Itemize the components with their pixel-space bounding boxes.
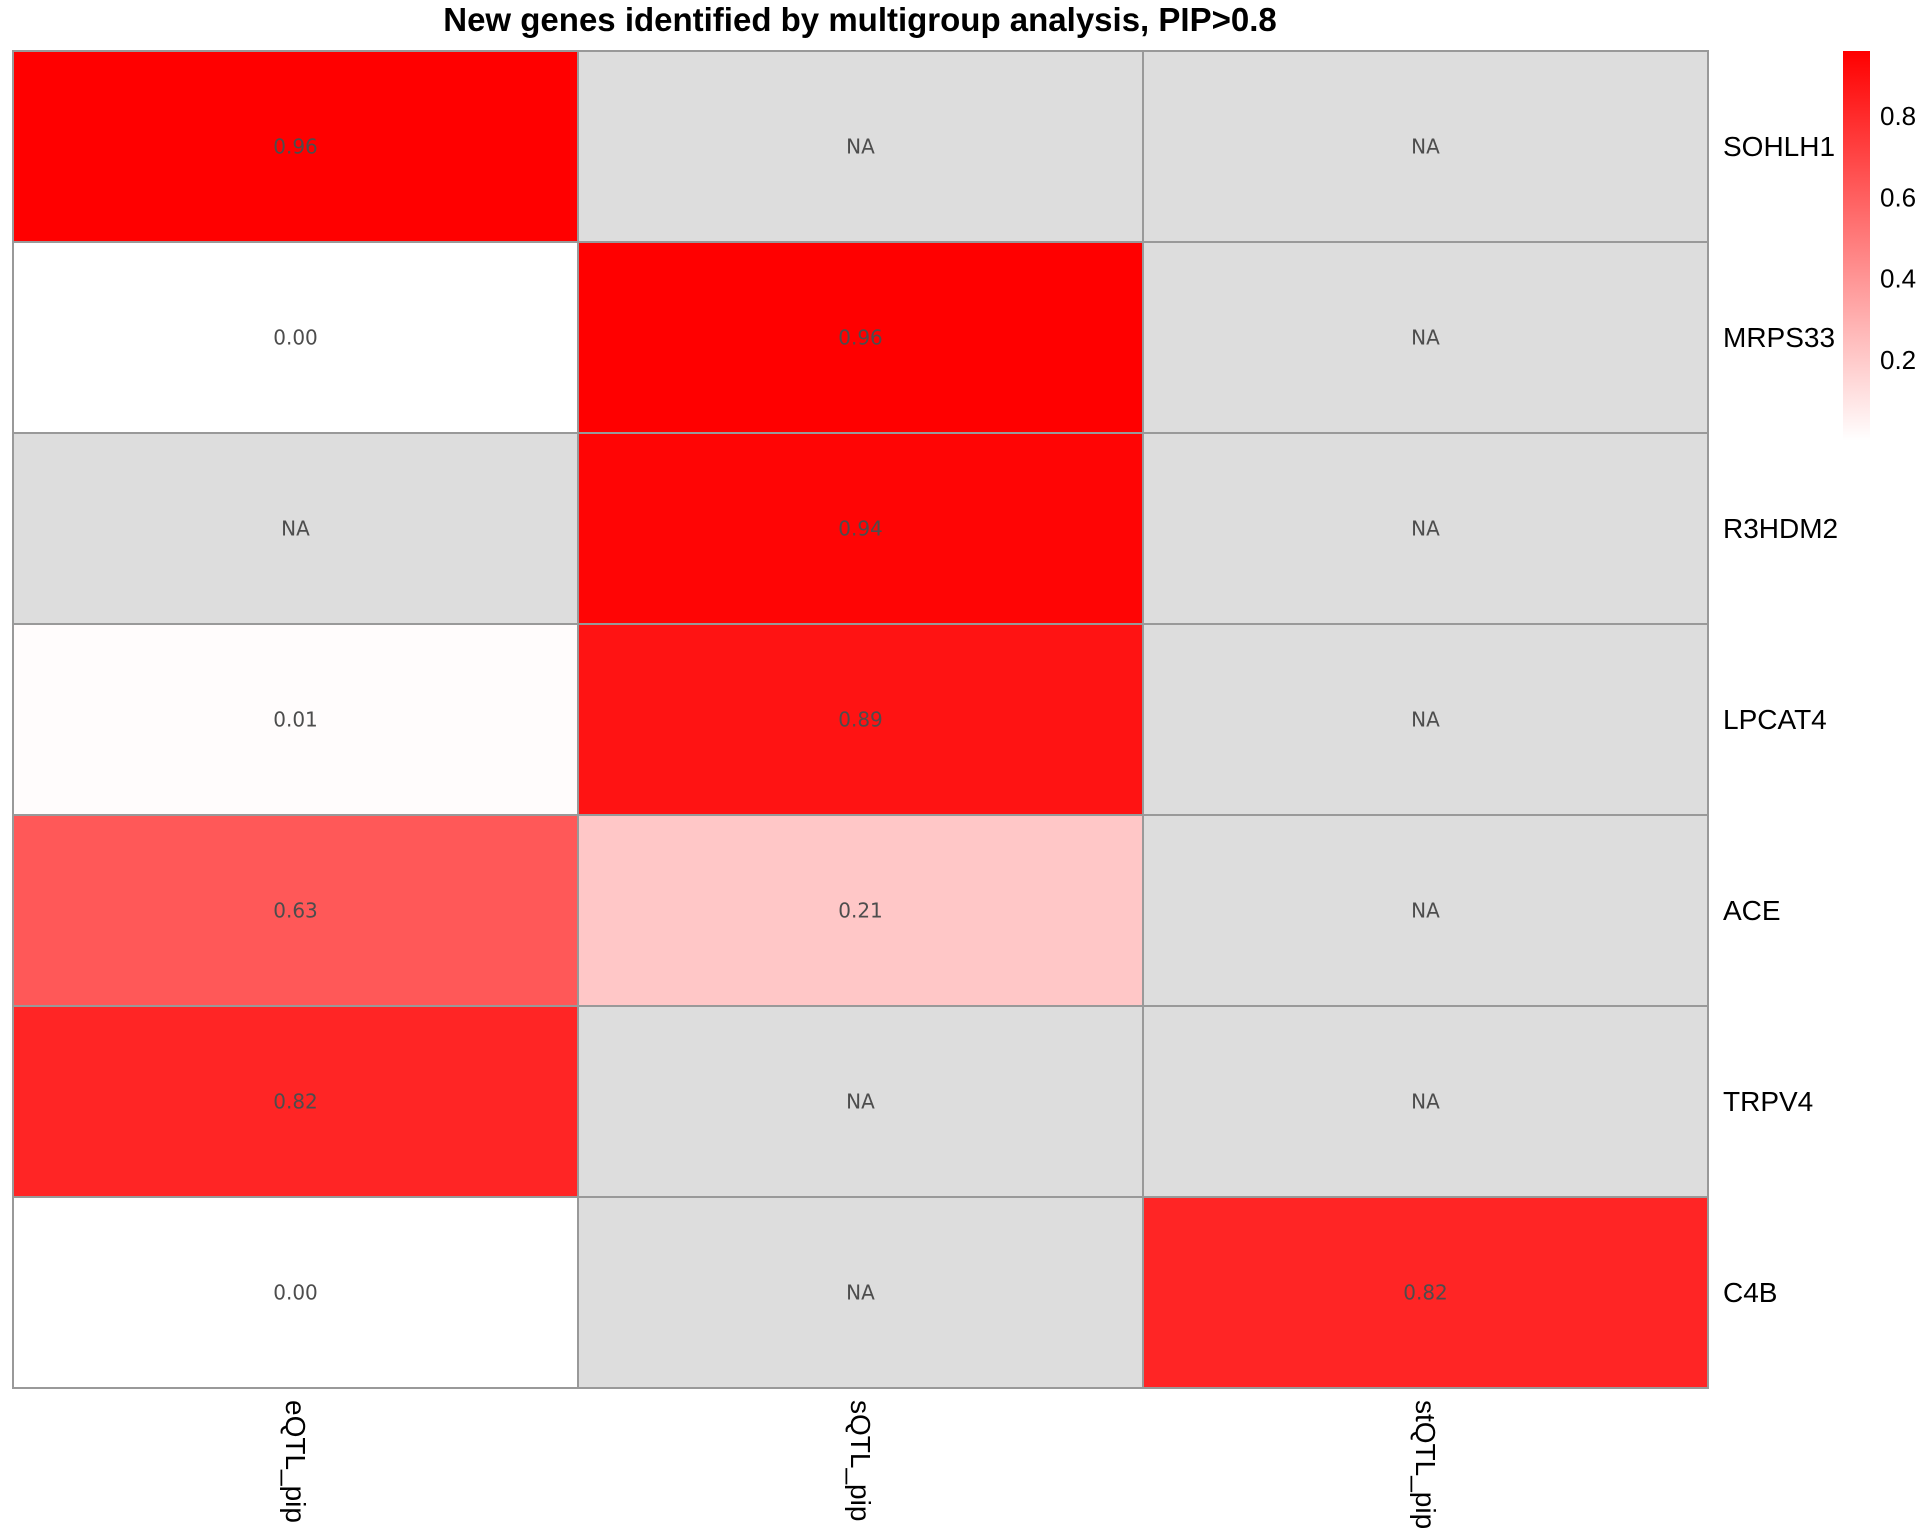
heatmap-cell: [12, 50, 579, 243]
row-label: C4B: [1723, 1277, 1777, 1308]
cell-value-label: NA: [1411, 135, 1440, 159]
cell-value-label: 0.89: [838, 708, 883, 732]
heatmap-cell: [12, 1196, 579, 1389]
cell-value-label: 0.82: [1403, 1281, 1448, 1305]
cell-value-label: NA: [1411, 899, 1440, 923]
cell-value-label: 0.82: [273, 1090, 318, 1114]
row-label: MRPS33: [1723, 322, 1835, 353]
heatmap-cell: [12, 1005, 579, 1198]
heatmap-cell: [1142, 623, 1709, 816]
heatmap-cell: [577, 241, 1144, 434]
cell-value-label: 0.00: [273, 326, 318, 350]
cell-value-label: 0.96: [838, 326, 883, 350]
cell-value-label: 0.94: [838, 517, 883, 541]
cell-value-label: NA: [1411, 326, 1440, 350]
heatmap-cell: [1142, 814, 1709, 1007]
heatmap-cell: [577, 50, 1144, 243]
heatmap-cell: [1142, 50, 1709, 243]
legend-color-bar: [1843, 51, 1870, 441]
cell-value-label: NA: [281, 517, 310, 541]
legend-tick-label: 0.4: [1880, 264, 1916, 294]
heatmap-cell: [577, 432, 1144, 625]
cell-value-label: NA: [846, 135, 875, 159]
column-labels: eQTL_pip sQTL_pip stQTL_pip: [280, 1400, 1441, 1529]
column-label: sQTL_pip: [845, 1400, 876, 1521]
cell-value-label: 0.21: [838, 899, 883, 923]
cell-value-label: NA: [846, 1090, 875, 1114]
row-label: SOHLH1: [1723, 131, 1835, 162]
row-labels: SOHLH1 MRPS33 R3HDM2 LPCAT4 ACE TRPV4 C4B: [1723, 131, 1838, 1308]
legend-ticks: 0.2 0.4 0.6 0.8: [1880, 101, 1916, 375]
heatmap-cell: [577, 1005, 1144, 1198]
row-label: R3HDM2: [1723, 513, 1838, 544]
cell-value-label: 0.00: [273, 1281, 318, 1305]
cell-value-label: NA: [1411, 708, 1440, 732]
row-label: ACE: [1723, 895, 1781, 926]
legend-tick-label: 0.2: [1880, 345, 1916, 375]
cell-value-label: 0.96: [273, 135, 318, 159]
heatmap-cell: [12, 241, 579, 434]
legend-tick-label: 0.8: [1880, 101, 1916, 131]
heatmap-cells: 0.96 NA NA 0.00 0.96 NA NA 0.94 NA 0.01 0.89 NA 0.63…: [12, 50, 1709, 1389]
cell-value-label: 0.63: [273, 899, 318, 923]
cell-value-label: 0.01: [273, 708, 318, 732]
color-legend: 0.2 0.4 0.6 0.8: [1843, 51, 1916, 441]
cell-value-label: NA: [1411, 1090, 1440, 1114]
column-label: eQTL_pip: [280, 1400, 311, 1523]
column-label: stQTL_pip: [1410, 1400, 1441, 1529]
cell-value-label: NA: [846, 1281, 875, 1305]
heatmap-cell: [1142, 1196, 1709, 1389]
cell-value-label: NA: [1411, 517, 1440, 541]
row-label: LPCAT4: [1723, 704, 1827, 735]
heatmap-cell: [12, 814, 579, 1007]
heatmap-cell: [12, 623, 579, 816]
legend-tick-label: 0.6: [1880, 182, 1916, 212]
heatmap-cell: [577, 814, 1144, 1007]
heatmap-cell: [1142, 241, 1709, 434]
row-label: TRPV4: [1723, 1086, 1813, 1117]
heatmap-cell: [1142, 1005, 1709, 1198]
heatmap-cell: [577, 1196, 1144, 1389]
chart-title: New genes identified by multigroup analy…: [443, 1, 1276, 38]
